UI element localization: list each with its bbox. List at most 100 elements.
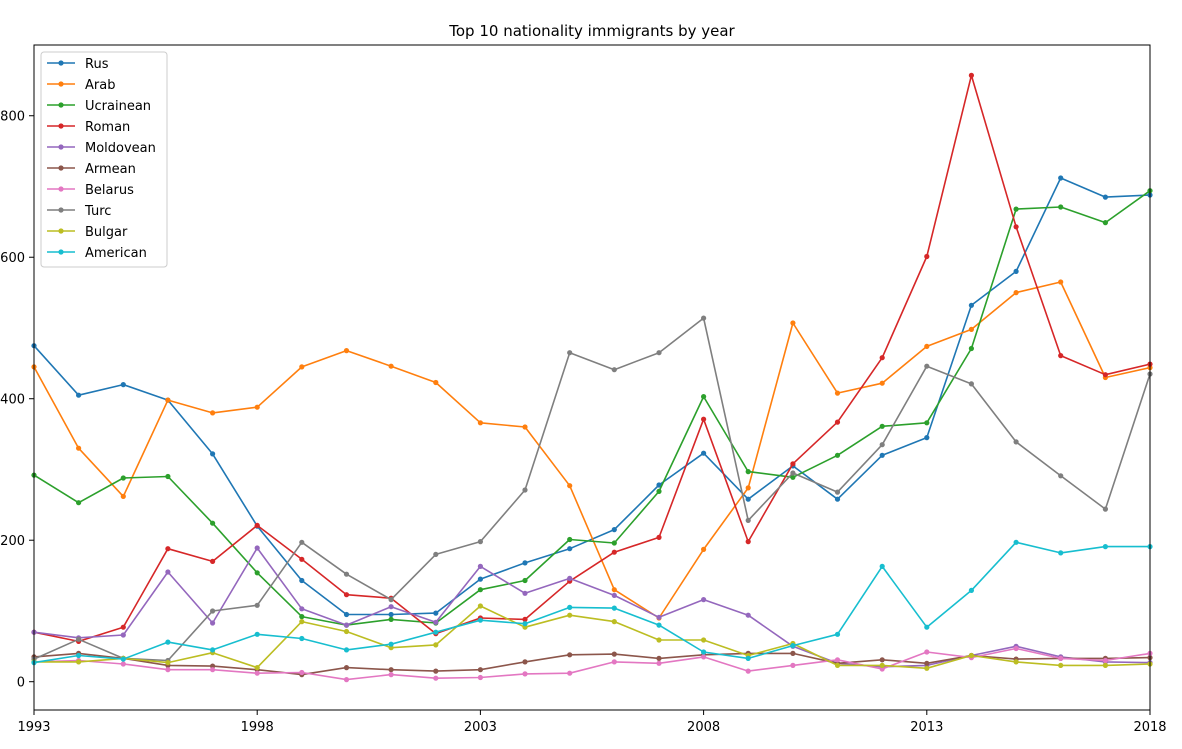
data-point xyxy=(567,604,573,611)
data-point xyxy=(165,473,171,480)
data-point xyxy=(299,614,305,620)
data-point xyxy=(1058,175,1064,181)
series-line xyxy=(33,317,1151,662)
data-point xyxy=(1102,372,1108,378)
data-point xyxy=(924,624,930,630)
data-point xyxy=(76,636,82,642)
series-roman xyxy=(31,72,1153,645)
data-point xyxy=(656,622,662,628)
data-point xyxy=(1058,279,1064,285)
data-point xyxy=(120,382,126,388)
data-point xyxy=(879,563,885,570)
data-point xyxy=(656,482,662,488)
y-tick-label: 0 xyxy=(17,676,25,691)
data-point xyxy=(433,668,439,674)
data-point xyxy=(611,592,617,599)
legend-item-moldovean: Moldovean xyxy=(47,141,156,156)
y-tick-label: 200 xyxy=(0,534,25,549)
series-line xyxy=(33,647,1151,681)
data-point xyxy=(522,671,528,677)
data-point xyxy=(165,660,171,666)
data-point xyxy=(343,571,350,577)
data-point xyxy=(968,381,975,387)
series-layer xyxy=(31,72,1153,683)
data-point xyxy=(924,420,930,426)
data-point xyxy=(343,348,350,354)
data-point xyxy=(210,558,216,565)
data-point xyxy=(879,666,885,672)
data-point xyxy=(745,655,751,662)
x-tick-label: 2003 xyxy=(464,720,497,735)
legend-label: Turc xyxy=(84,204,111,219)
series-line xyxy=(33,541,1150,664)
data-point xyxy=(433,379,439,386)
data-point xyxy=(477,674,483,681)
data-point xyxy=(299,619,305,625)
data-point xyxy=(834,657,841,663)
chart-title: Top 10 nationality immigrants by year xyxy=(448,22,735,40)
data-point xyxy=(701,450,707,456)
data-point xyxy=(1102,194,1108,200)
data-point xyxy=(433,629,439,635)
legend-item-armean: Armean xyxy=(47,162,136,177)
data-point xyxy=(254,570,260,576)
data-point xyxy=(210,620,216,626)
data-point xyxy=(299,539,305,545)
data-point xyxy=(879,657,885,663)
data-point xyxy=(433,551,439,558)
data-point xyxy=(76,445,82,451)
data-point xyxy=(254,670,260,676)
data-point xyxy=(790,643,796,649)
data-point xyxy=(210,520,216,526)
series-line xyxy=(33,177,1151,616)
data-point xyxy=(745,485,751,491)
data-point xyxy=(611,540,617,546)
data-point xyxy=(611,527,617,533)
data-point xyxy=(76,392,82,398)
y-tick-label: 400 xyxy=(0,393,25,408)
legend-item-rus: Rus xyxy=(47,57,109,72)
legend-swatch-marker xyxy=(58,207,64,213)
data-point xyxy=(522,560,528,566)
series-line xyxy=(33,190,1151,626)
data-point xyxy=(1058,550,1064,556)
data-point xyxy=(210,663,216,669)
data-point xyxy=(701,597,707,603)
data-point xyxy=(611,587,617,593)
data-point xyxy=(879,452,885,458)
data-point xyxy=(656,534,662,541)
legend-swatch-marker xyxy=(58,144,64,150)
legend-item-turc: Turc xyxy=(47,204,111,219)
data-point xyxy=(790,650,796,657)
x-tick-label: 2008 xyxy=(687,720,720,735)
data-point xyxy=(299,635,305,642)
data-point xyxy=(701,546,707,553)
series-belarus xyxy=(31,645,1153,683)
data-point xyxy=(1102,657,1108,664)
data-point xyxy=(210,647,216,653)
data-point xyxy=(433,642,439,648)
data-point xyxy=(1013,439,1019,445)
data-point xyxy=(1013,659,1019,665)
data-point xyxy=(701,649,707,655)
data-point xyxy=(299,556,305,562)
legend-item-arab: Arab xyxy=(47,78,115,93)
data-point xyxy=(1013,290,1019,296)
legend-item-american: American xyxy=(47,246,147,261)
data-point xyxy=(567,612,573,618)
series-line xyxy=(33,281,1151,619)
data-point xyxy=(210,667,216,673)
legend-item-bulgar: Bulgar xyxy=(47,225,128,240)
legend-swatch-marker xyxy=(58,165,64,171)
data-point xyxy=(834,390,841,396)
data-point xyxy=(924,343,930,349)
data-point xyxy=(120,661,126,667)
legend-item-ucrainean: Ucrainean xyxy=(47,99,151,114)
legend-label: Belarus xyxy=(85,183,134,198)
data-point xyxy=(879,662,885,669)
data-point xyxy=(433,675,439,681)
data-point xyxy=(343,677,350,683)
legend-swatch-marker xyxy=(58,60,64,66)
legend-swatch-marker xyxy=(58,81,64,87)
